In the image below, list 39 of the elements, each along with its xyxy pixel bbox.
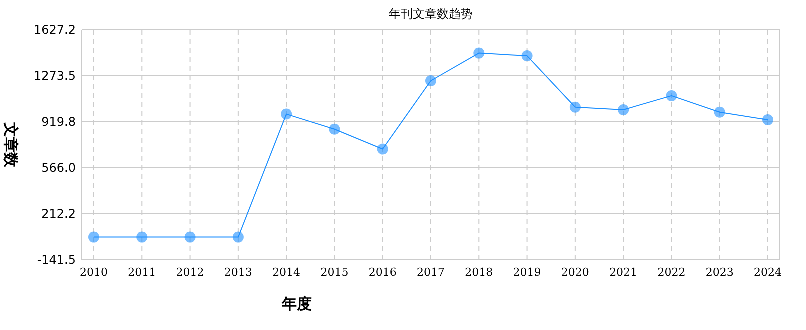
point	[329, 124, 340, 135]
x-tick-label: 2017	[417, 266, 445, 279]
x-tick-label: 2014	[272, 266, 301, 279]
point	[136, 232, 148, 243]
x-tick-label: 2021	[610, 266, 638, 279]
x-tick-label: 2023	[706, 266, 734, 279]
y-tick-label: 1273.5	[34, 68, 76, 83]
point	[714, 106, 726, 118]
x-tick-label: 2024	[754, 266, 782, 279]
point	[522, 50, 533, 62]
y-tick-label: 1627.2	[34, 23, 76, 37]
point	[232, 232, 244, 243]
y-tick-label: 566.0	[42, 160, 76, 175]
point	[474, 48, 485, 59]
y-tick-label: 212.2	[42, 207, 76, 222]
point	[618, 104, 630, 116]
x-tick-label: 2019	[513, 266, 542, 279]
x-tick-label: 2020	[561, 266, 590, 279]
y-axis-title: 文章数	[2, 122, 20, 168]
point	[184, 232, 196, 243]
x-tick-label: 2018	[465, 266, 494, 279]
point	[570, 102, 581, 113]
point	[88, 232, 100, 243]
point	[281, 108, 292, 120]
x-tick-label: 2012	[176, 266, 204, 279]
x-tick-label: 2015	[320, 266, 349, 279]
y-tick-label: 919.8	[42, 114, 76, 129]
point	[426, 76, 436, 86]
x-axis-title: 年度	[281, 295, 312, 313]
x-tick-label: 2022	[658, 266, 686, 279]
x-tick-label: 2013	[224, 266, 252, 279]
point	[762, 114, 774, 126]
x-tick-label: 2016	[368, 266, 397, 279]
point	[666, 90, 678, 102]
y-tick-label: -141.5	[37, 253, 76, 267]
x-tick-label: 2010	[80, 266, 108, 279]
x-tick-label: 2011	[128, 266, 156, 279]
point	[377, 144, 388, 155]
chart-title: 年刊文章数趋势	[389, 7, 473, 21]
